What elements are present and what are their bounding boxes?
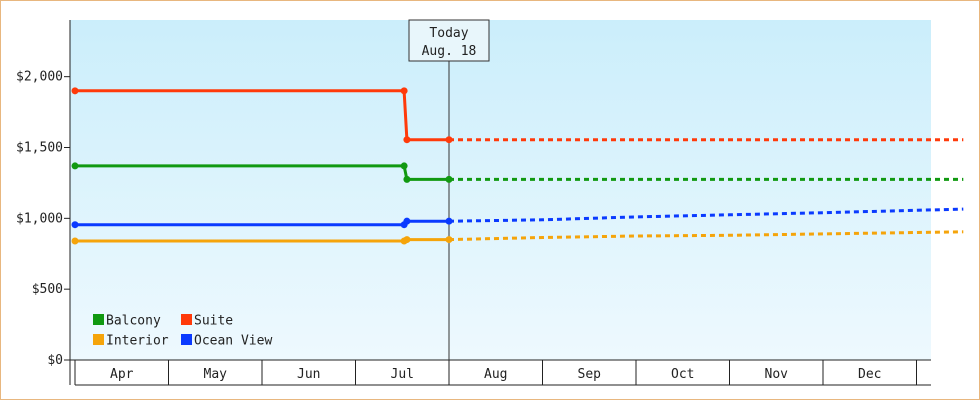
legend-swatch-suite <box>181 314 192 325</box>
x-tick-label: Nov <box>765 367 789 382</box>
x-tick-label: Sep <box>578 367 602 382</box>
data-point-ocean-view <box>71 221 79 229</box>
y-tick-label: $500 <box>32 282 63 297</box>
legend-label-balcony: Balcony <box>106 314 161 329</box>
data-point-balcony <box>445 175 453 183</box>
legend-label-suite: Suite <box>194 314 233 329</box>
legend-label-interior: Interior <box>106 334 169 349</box>
series-line-interior <box>75 238 449 243</box>
x-axis: Apr May Jun Jul Aug Sep Oct Nov Dec <box>70 359 931 386</box>
x-tick-label: Jul <box>391 367 414 382</box>
x-tick-label: Dec <box>858 367 881 382</box>
series-line-suite <box>75 89 449 142</box>
x-tick-label: Jun <box>297 367 320 382</box>
today-date: Aug. 18 <box>422 44 477 59</box>
legend-label-ocean-view: Ocean View <box>194 334 272 349</box>
data-point-suite <box>400 87 408 95</box>
y-tick-label: $0 <box>47 353 63 368</box>
y-axis: $0 $500 $1,000 $1,500 $2,000 <box>16 20 71 385</box>
data-point-suite <box>445 136 453 144</box>
data-point-interior <box>403 236 411 244</box>
data-point-suite <box>71 87 79 95</box>
y-tick-label: $1,500 <box>16 141 63 156</box>
legend-swatch-ocean-view <box>181 334 192 345</box>
data-point-balcony <box>400 162 408 170</box>
data-point-suite <box>403 136 411 144</box>
data-point-ocean-view <box>403 217 411 225</box>
series-forecast-ocean-view <box>448 207 964 223</box>
y-tick-label: $2,000 <box>16 70 63 85</box>
today-box <box>408 19 490 62</box>
series-line-balcony <box>75 164 449 181</box>
x-tick-label: Aug <box>484 367 507 382</box>
series-lines <box>71 87 964 245</box>
data-point-ocean-view <box>445 217 453 225</box>
y-tick-label: $1,000 <box>16 211 63 226</box>
data-point-balcony <box>403 175 411 183</box>
legend: Balcony Suite Interior Ocean View <box>93 314 272 349</box>
x-tick-label: Oct <box>671 367 694 382</box>
data-point-balcony <box>71 162 79 170</box>
x-tick-label: Apr <box>110 367 134 382</box>
x-tick-label: May <box>204 367 228 382</box>
data-point-interior <box>445 236 453 244</box>
legend-swatch-interior <box>93 334 104 345</box>
today-label: Today <box>429 26 468 41</box>
series-forecast-interior <box>448 230 964 242</box>
legend-swatch-balcony <box>93 314 104 325</box>
data-point-interior <box>71 237 79 245</box>
plot-background <box>70 20 931 360</box>
today-marker: Today Aug. 18 <box>408 19 490 360</box>
